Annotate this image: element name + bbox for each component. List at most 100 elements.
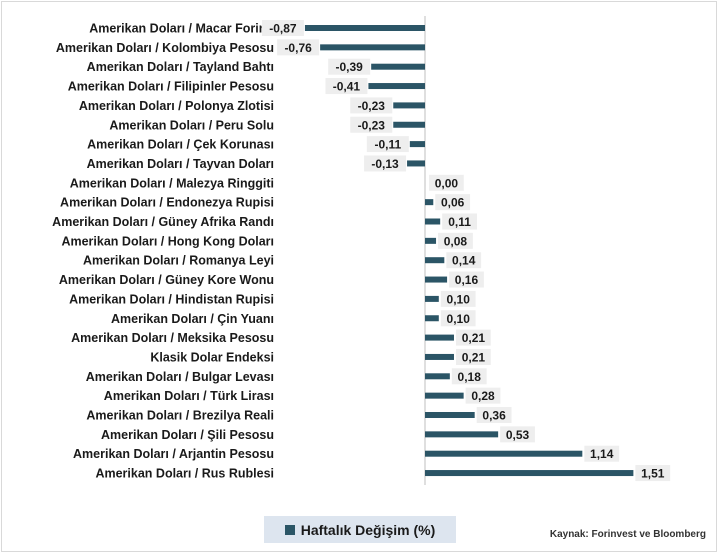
value-label: 0,11 — [448, 215, 471, 229]
value-label-bg — [435, 194, 471, 211]
value-label: 0,21 — [462, 331, 486, 345]
value-label: -0,11 — [374, 138, 401, 152]
value-label-bg — [440, 310, 476, 327]
category-label: Amerikan Doları / Çin Yuanı — [111, 312, 274, 326]
bar-chart: Amerikan Doları / Macar Forinti-0,87 Amer… — [52, 16, 671, 486]
value-label-bg — [449, 271, 484, 288]
value-label-bg — [440, 290, 476, 307]
bar — [425, 450, 583, 457]
bar — [425, 257, 445, 264]
value-label-bg — [328, 58, 371, 75]
value-label-bg — [350, 116, 393, 133]
value-label: 0,21 — [462, 350, 486, 364]
category-label: Amerikan Doları / Şili Pesosu — [101, 428, 274, 442]
category-label: Amerikan Doları / Tayvan Doları — [87, 157, 274, 171]
value-label: 0,00 — [435, 176, 459, 190]
source-note: Kaynak: Forinvest ve Bloomberg — [549, 529, 706, 540]
bar — [425, 334, 454, 341]
legend-swatch — [284, 524, 295, 535]
bar — [425, 431, 499, 438]
value-label: 1,14 — [590, 447, 614, 461]
category-label: Amerikan Doları / Endonezya Rupisi — [60, 196, 274, 210]
value-label: 1,51 — [641, 467, 665, 481]
category-label: Amerikan Doları / Rus Rublesi — [95, 467, 274, 481]
bar — [304, 25, 425, 31]
category-label: Amerikan Doları / Meksika Pesosu — [71, 331, 274, 345]
value-label: -0,39 — [336, 60, 364, 74]
category-label: Amerikan Doları / Polonya Zlotisi — [79, 99, 274, 113]
category-label: Amerikan Doları / Romanya Leyi — [83, 254, 274, 268]
bar — [425, 470, 634, 477]
bar — [393, 121, 425, 128]
bar — [368, 83, 425, 90]
value-label-bg — [455, 329, 491, 346]
bar — [425, 373, 450, 380]
bar — [393, 102, 425, 109]
value-label: 0,28 — [471, 389, 495, 403]
value-label: 0,10 — [447, 312, 471, 326]
value-label: 0,18 — [458, 370, 482, 384]
value-label-bg — [455, 348, 491, 365]
value-label-bg — [429, 174, 464, 191]
category-label: Amerikan Doları / Brezilya Reali — [86, 409, 274, 423]
value-label-bg — [465, 387, 501, 404]
bar — [425, 199, 434, 206]
value-label: -0,76 — [284, 41, 312, 55]
category-label: Amerikan Doları / Macar Forinti — [89, 22, 274, 36]
value-label: 0,16 — [455, 273, 479, 287]
value-label: 0,53 — [506, 428, 530, 442]
value-label: -0,87 — [269, 22, 297, 36]
category-label: Amerikan Doları / Tayland Bahtı — [87, 60, 274, 74]
value-label-bg — [261, 20, 304, 36]
legend-label: Haftalık Değişim (%) — [300, 521, 436, 538]
category-label: Amerikan Doları / Malezya Ringgiti — [70, 176, 274, 190]
category-label: Amerikan Doları / Kolombiya Pesosu — [56, 41, 274, 55]
value-label-bg — [325, 78, 368, 95]
bar — [425, 412, 475, 418]
value-label: 0,14 — [452, 254, 476, 268]
bar — [425, 218, 441, 225]
bars-layer: Amerikan Doları / Macar Forinti-0,87 Amer… — [52, 16, 671, 486]
bar — [371, 63, 425, 70]
category-label: Amerikan Doları / Çek Korunası — [87, 138, 274, 152]
bar — [425, 237, 437, 244]
bar — [409, 141, 425, 148]
value-label-bg — [442, 213, 477, 230]
bar — [320, 44, 425, 51]
value-label-bg — [350, 97, 393, 114]
value-label: -0,13 — [371, 157, 399, 171]
value-label-bg — [500, 426, 535, 443]
value-label-bg — [446, 252, 482, 269]
bar — [425, 392, 464, 399]
legend: Haftalık Değişim (%) — [264, 516, 456, 543]
bar — [425, 353, 454, 360]
value-label-bg — [277, 39, 320, 56]
value-label: 0,06 — [441, 196, 465, 210]
value-label: 0,36 — [482, 409, 506, 423]
value-label: 0,08 — [444, 234, 468, 248]
value-label-bg — [451, 368, 487, 385]
bar — [425, 276, 448, 283]
value-label-bg — [584, 445, 620, 462]
category-label: Amerikan Doları / Türk Lirası — [104, 389, 274, 403]
category-label: Amerikan Doları / Güney Kore Wonu — [59, 273, 274, 287]
value-label: -0,23 — [358, 99, 386, 113]
value-label-bg — [438, 232, 473, 249]
category-label: Amerikan Doları / Arjantin Pesosu — [73, 447, 274, 461]
value-label-bg — [366, 136, 409, 153]
category-label: Amerikan Doları / Hindistan Rupisi — [69, 292, 274, 306]
category-label: Amerikan Doları / Peru Solu — [109, 118, 274, 132]
value-label-bg — [364, 155, 407, 172]
category-label: Klasik Dolar Endeksi — [150, 350, 274, 364]
bar — [425, 295, 439, 302]
category-label: Amerikan Doları / Hong Kong Doları — [61, 234, 274, 248]
value-label-bg — [635, 465, 671, 482]
value-label: 0,10 — [447, 292, 471, 306]
bar — [407, 160, 425, 167]
bar — [425, 315, 439, 322]
value-label-bg — [476, 407, 512, 423]
value-label: -0,41 — [333, 80, 361, 94]
category-label: Amerikan Doları / Filipinler Pesosu — [68, 80, 274, 94]
category-label: Amerikan Doları / Güney Afrika Randı — [52, 215, 274, 229]
